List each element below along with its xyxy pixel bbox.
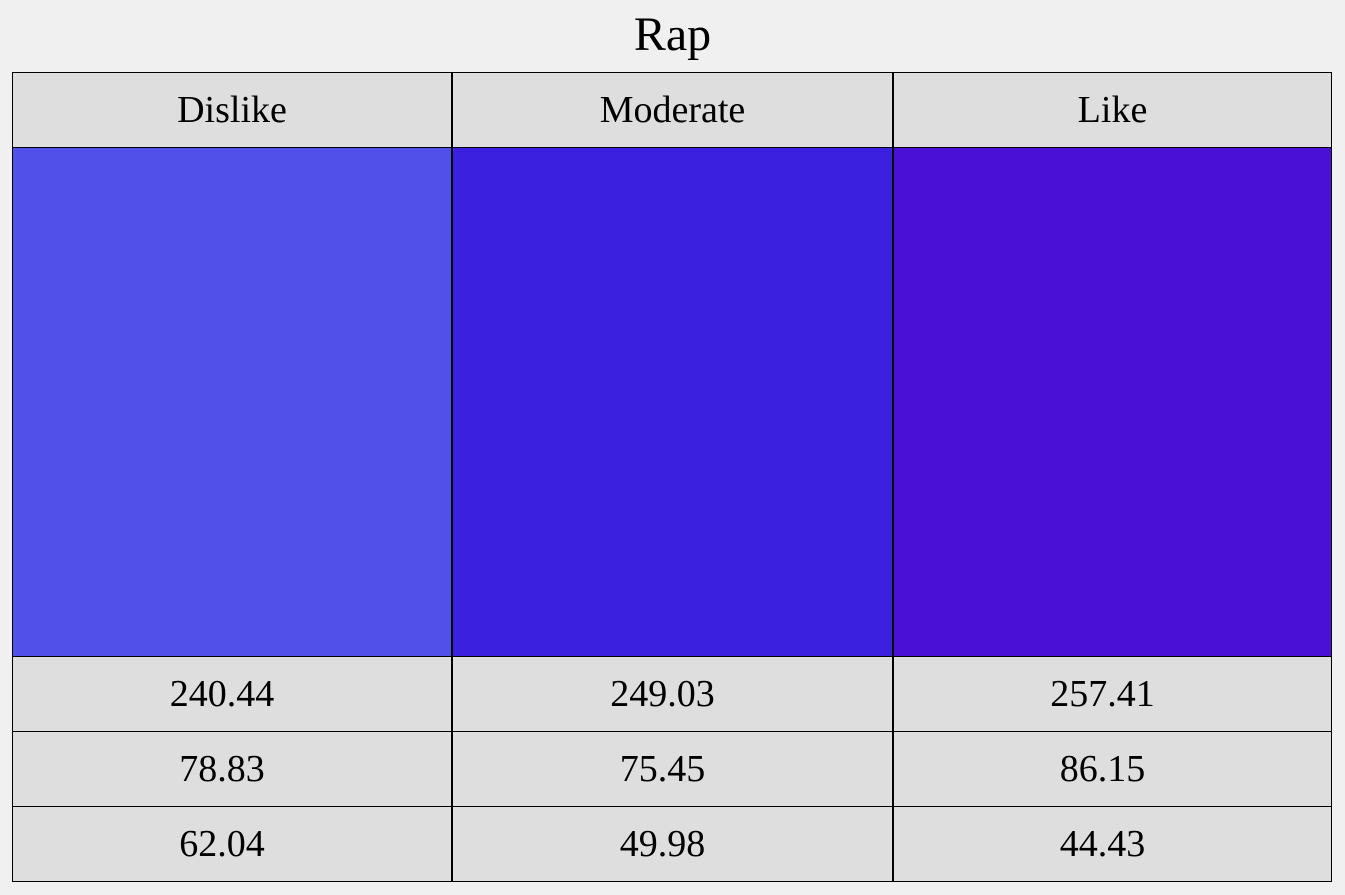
column-header: Dislike bbox=[13, 73, 451, 148]
color-swatch bbox=[13, 148, 451, 657]
value-cell: 249.03 bbox=[453, 657, 892, 732]
value-cell: 257.41 bbox=[894, 657, 1331, 732]
value-cell: 240.44 bbox=[13, 657, 451, 732]
value-cell: 49.98 bbox=[453, 807, 892, 881]
column-header: Like bbox=[894, 73, 1331, 148]
column-header: Moderate bbox=[453, 73, 892, 148]
color-swatch bbox=[894, 148, 1331, 657]
value-cell: 62.04 bbox=[13, 807, 451, 881]
chart-title: Rap bbox=[633, 8, 712, 61]
data-grid: Dislike 240.44 78.83 62.04 Moderate 249.… bbox=[12, 72, 1332, 882]
column-moderate: Moderate 249.03 75.45 49.98 bbox=[451, 73, 892, 881]
value-cell: 75.45 bbox=[453, 732, 892, 807]
value-cell: 78.83 bbox=[13, 732, 451, 807]
color-swatch bbox=[453, 148, 892, 657]
value-cell: 86.15 bbox=[894, 732, 1331, 807]
value-cell: 44.43 bbox=[894, 807, 1331, 881]
column-dislike: Dislike 240.44 78.83 62.04 bbox=[13, 73, 451, 881]
column-like: Like 257.41 86.15 44.43 bbox=[892, 73, 1331, 881]
